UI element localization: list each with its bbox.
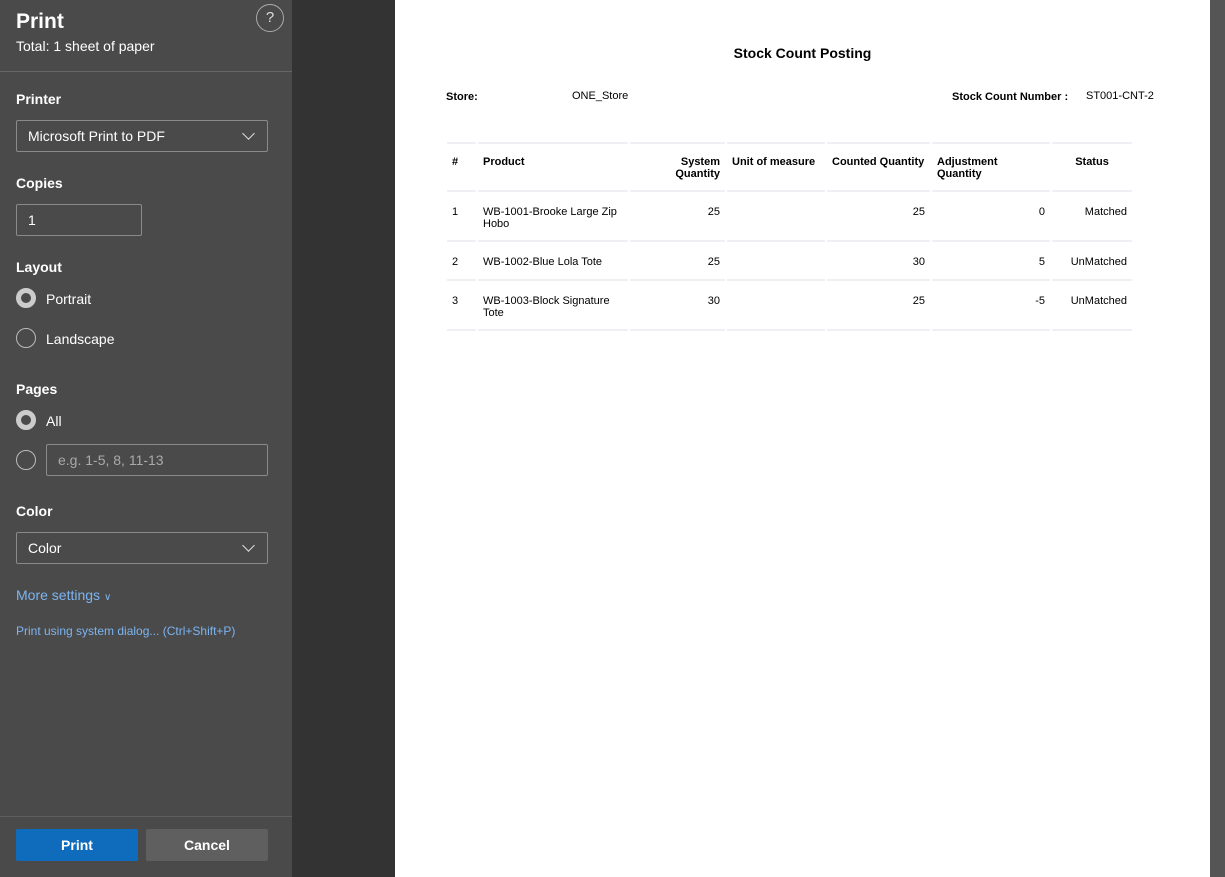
table-cell: UnMatched: [1052, 242, 1132, 281]
store-label: Store:: [446, 91, 478, 103]
col-header: Adjustment Quantity: [932, 142, 1050, 192]
pages-custom-radio[interactable]: [16, 450, 36, 470]
portrait-label[interactable]: Portrait: [46, 291, 92, 307]
print-preview-page: Stock Count Posting Store: ONE_Store Sto…: [395, 0, 1210, 877]
table-cell: 2: [447, 242, 476, 281]
table-cell: WB-1001-Brooke Large Zip Hobo: [478, 192, 628, 242]
table-cell: [727, 242, 825, 281]
portrait-radio[interactable]: [16, 288, 36, 308]
help-icon[interactable]: ?: [256, 4, 284, 32]
pages-label: Pages: [16, 381, 58, 397]
cancel-button[interactable]: Cancel: [146, 829, 268, 861]
col-header: Status: [1052, 142, 1132, 192]
chevron-down-icon: ∨: [103, 592, 112, 603]
printer-select[interactable]: Microsoft Print to PDF: [16, 120, 268, 152]
table-row: 1 WB-1001-Brooke Large Zip Hobo 25 25 0 Match…: [447, 192, 1132, 242]
pages-all-label[interactable]: All: [46, 413, 62, 429]
table-cell: 1: [447, 192, 476, 242]
table-cell: 25: [630, 242, 725, 281]
table-cell: Matched: [1052, 192, 1132, 242]
color-value: Color: [28, 540, 62, 556]
sheet-count: Total: 1 sheet of paper: [16, 38, 155, 54]
stock-count-table: # Product System Quantity Unit of measur…: [445, 142, 1134, 331]
print-settings-panel: Print Total: 1 sheet of paper ? Printer …: [0, 0, 292, 877]
table-cell: WB-1003-Block Signature Tote: [478, 281, 628, 331]
layout-label: Layout: [16, 259, 62, 275]
chevron-down-icon: [242, 539, 255, 552]
document-title: Stock Count Posting: [733, 45, 872, 61]
color-select[interactable]: Color: [16, 532, 268, 564]
printer-value: Microsoft Print to PDF: [28, 128, 165, 144]
table-row: 3 WB-1003-Block Signature Tote 30 25 -5 UnMat…: [447, 281, 1132, 331]
table-cell: [727, 281, 825, 331]
count-number-value: ST001-CNT-2: [1086, 90, 1154, 102]
more-settings-label: More settings: [16, 587, 101, 603]
copies-label: Copies: [16, 175, 63, 191]
color-label: Color: [16, 503, 53, 519]
col-header: Counted Quantity: [827, 142, 930, 192]
divider: [0, 71, 292, 72]
table-cell: 30: [827, 242, 930, 281]
pages-all-radio[interactable]: [16, 410, 36, 430]
table-cell: 0: [932, 192, 1050, 242]
print-button[interactable]: Print: [16, 829, 138, 861]
printer-label: Printer: [16, 91, 62, 107]
col-header: Unit of measure: [727, 142, 825, 192]
copies-input[interactable]: 1: [16, 204, 142, 236]
col-header: Product: [478, 142, 628, 192]
table-cell: [727, 192, 825, 242]
col-header: System Quantity: [630, 142, 725, 192]
chevron-down-icon: [242, 127, 255, 140]
table-cell: 25: [827, 281, 930, 331]
pages-range-input[interactable]: e.g. 1-5, 8, 11-13: [46, 444, 268, 476]
store-value: ONE_Store: [572, 90, 629, 102]
system-dialog-link[interactable]: Print using system dialog... (Ctrl+Shift…: [16, 624, 236, 638]
table-cell: -5: [932, 281, 1050, 331]
table-cell: 30: [630, 281, 725, 331]
table-cell: 25: [630, 192, 725, 242]
panel-title: Print: [16, 10, 64, 33]
col-header: #: [447, 142, 476, 192]
divider: [0, 816, 292, 817]
table-cell: WB-1002-Blue Lola Tote: [478, 242, 628, 281]
landscape-label[interactable]: Landscape: [46, 331, 115, 347]
table-cell: 3: [447, 281, 476, 331]
scrollbar[interactable]: [1210, 0, 1225, 877]
table-cell: UnMatched: [1052, 281, 1132, 331]
more-settings-link[interactable]: More settings ∨: [16, 587, 111, 603]
table-row: 2 WB-1002-Blue Lola Tote 25 30 5 UnMatched: [447, 242, 1132, 281]
count-number-label: Stock Count Number :: [952, 91, 1069, 103]
table-cell: 25: [827, 192, 930, 242]
table-cell: 5: [932, 242, 1050, 281]
landscape-radio[interactable]: [16, 328, 36, 348]
